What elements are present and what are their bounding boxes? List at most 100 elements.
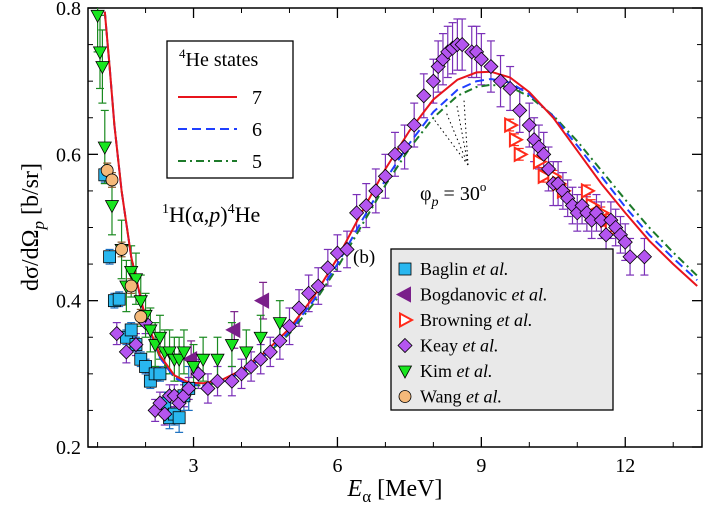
bogdanovic-data-point <box>253 292 270 309</box>
y-tick-label: 0.4 <box>56 291 81 313</box>
kim-data-point <box>95 61 110 75</box>
bogdanovic-data-point <box>225 321 241 339</box>
keay-data-point <box>492 73 509 89</box>
baglin-data-point <box>112 292 126 306</box>
reaction-part-a: H(α, <box>169 202 209 227</box>
curve-6-states <box>103 11 698 387</box>
keay-data-point <box>368 183 384 199</box>
y-tick-label: 0.8 <box>56 0 81 20</box>
browning-data-point <box>580 182 596 200</box>
kim-data-point <box>124 265 139 280</box>
legend-series-name: Bogdanovic <box>420 285 512 305</box>
keay-data-point <box>512 102 528 118</box>
kim-data-point <box>272 317 288 331</box>
keay-data-point <box>483 58 499 75</box>
legend-marker-baglin <box>398 262 412 276</box>
legend-label-5: 5 <box>252 151 262 173</box>
legend-series-etal: et al. <box>473 259 509 279</box>
wang-data-point <box>134 310 148 324</box>
browning-data-point <box>513 146 529 163</box>
keay-data-point <box>243 358 259 375</box>
keay-data-point <box>416 88 432 104</box>
wang-data-point <box>115 243 128 256</box>
keay-data-point <box>128 337 144 353</box>
wang-data-point <box>105 173 119 187</box>
baglin-data-point <box>103 250 116 264</box>
keay-data-point <box>118 344 134 360</box>
kim-data-point <box>162 346 177 360</box>
keay-data-point <box>200 380 216 397</box>
legend-series-name: Baglin <box>420 259 473 279</box>
kim-data-point <box>239 346 254 360</box>
keay-data-point <box>521 117 537 133</box>
keay-data-point <box>540 161 557 177</box>
data-legend-box <box>390 248 614 411</box>
legend-series-etal: et al. <box>462 336 498 356</box>
legend-series-name: Kim <box>420 361 457 381</box>
kim-data-point <box>224 339 240 353</box>
keay-data-point <box>406 117 422 133</box>
keay-data-point <box>224 373 240 389</box>
x-axis-label-main: E <box>347 476 363 502</box>
reaction-part-c: He <box>235 202 261 227</box>
keay-data-point <box>377 168 393 184</box>
reaction-post-sup: 4 <box>228 202 235 217</box>
keay-data-point <box>281 318 298 334</box>
y-axis-label-main: dσ/dΩ <box>18 230 44 291</box>
kim-data-point <box>97 141 112 155</box>
kim-data-point <box>128 273 144 287</box>
kim-data-point <box>171 353 187 368</box>
legend-series-bogdanovic: Bogdanovic et al. <box>420 285 548 305</box>
keay-data-point <box>454 37 470 53</box>
curves-legend-title-text: He states <box>186 49 259 71</box>
legend-series-baglin: Baglin et al. <box>420 259 509 279</box>
keay-data-point <box>502 80 518 97</box>
keay-data-point <box>109 326 125 342</box>
kim-data-point <box>104 200 120 214</box>
keay-data-point <box>233 366 250 382</box>
kim-data-point <box>90 9 105 24</box>
legend-marker-browning <box>399 311 415 329</box>
keay-data-point <box>320 260 336 276</box>
axis-tick-labels: 3 6 9 12 0.2 0.4 0.6 0.8 <box>56 0 635 477</box>
keay-data-point <box>157 406 173 422</box>
legend-series-browning: Browning et al. <box>420 310 533 330</box>
keay-data-point <box>636 249 653 265</box>
keay-data-point <box>473 51 489 67</box>
browning-data-point <box>537 168 553 185</box>
legend-series-etal: et al. <box>466 387 502 407</box>
wang-data-point <box>124 279 138 293</box>
legend-series-etal: et al. <box>497 310 533 330</box>
keay-data-point <box>253 351 269 367</box>
legend-series-etal: et al. <box>512 285 548 305</box>
x-axis-label-unit: [MeV] <box>371 476 442 502</box>
baglin-data-point <box>124 323 138 337</box>
panel-label: (b) <box>353 247 375 268</box>
legend-series-name: Wang <box>420 387 466 407</box>
baglin-data-point <box>153 367 167 381</box>
curves-legend-title-sup: 4 <box>179 46 186 61</box>
curves-legend: 4He states 7 6 5 <box>166 40 294 179</box>
legend-series-wang: Wang et al. <box>420 387 502 407</box>
keay-data-point <box>425 73 441 89</box>
keay-data-point <box>617 234 633 250</box>
kim-data-point <box>176 346 192 360</box>
reaction-pre-sup: 1 <box>162 202 169 217</box>
angle-sup: o <box>480 179 487 194</box>
legend-label-7: 7 <box>252 87 262 109</box>
legend-marker-wang <box>398 390 412 403</box>
browning-data-point <box>504 116 520 134</box>
keay-data-point <box>310 278 326 294</box>
baglin-data-point <box>172 411 186 425</box>
kim-data-point <box>253 331 268 346</box>
x-axis-label-sub: α <box>362 487 371 506</box>
keay-data-point <box>209 373 226 389</box>
y-axis-label-sub: p <box>29 221 48 231</box>
keay-data-point <box>152 395 168 411</box>
keay-data-point <box>598 227 614 243</box>
y-tick-label: 0.6 <box>56 144 81 166</box>
keay-data-point <box>181 380 197 397</box>
legend-label-6: 6 <box>252 119 262 141</box>
reaction-part-p: p <box>207 202 220 227</box>
